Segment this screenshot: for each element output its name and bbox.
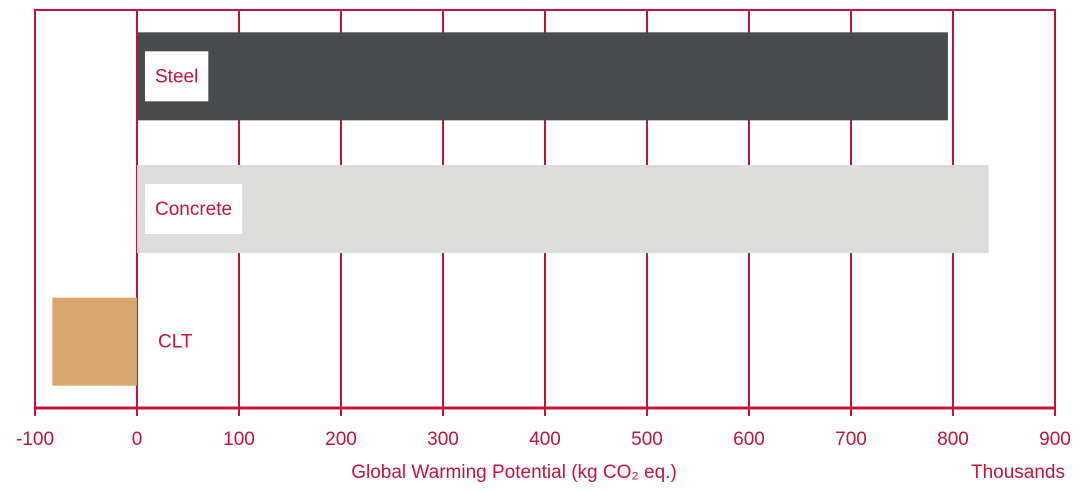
- bar: [137, 165, 989, 253]
- x-tick-label: 400: [529, 429, 561, 450]
- x-tick-label: 300: [427, 429, 459, 450]
- x-tick-label: -100: [16, 429, 54, 450]
- x-tick-label: 200: [325, 429, 357, 450]
- page: {"chart_data": {"type": "barh", "categor…: [0, 0, 1083, 491]
- category-label: Steel: [155, 66, 198, 87]
- x-tick-label: 800: [937, 429, 969, 450]
- category-label: CLT: [158, 332, 193, 353]
- x-unit-label: Thousands: [971, 462, 1065, 483]
- category-label: Concrete: [155, 199, 232, 220]
- x-tick-label: 600: [733, 429, 765, 450]
- x-tick-label: 700: [835, 429, 867, 450]
- x-tick-label: 100: [223, 429, 255, 450]
- x-tick-label: 0: [132, 429, 143, 450]
- x-axis-title: Global Warming Potential (kg CO₂ eq.): [351, 462, 677, 483]
- bar: [137, 32, 948, 120]
- chart: Global Warming Potential (kg CO₂ eq.) Th…: [0, 0, 1083, 491]
- bar: [52, 298, 137, 386]
- x-tick-label: 900: [1039, 429, 1071, 450]
- x-tick-label: 500: [631, 429, 663, 450]
